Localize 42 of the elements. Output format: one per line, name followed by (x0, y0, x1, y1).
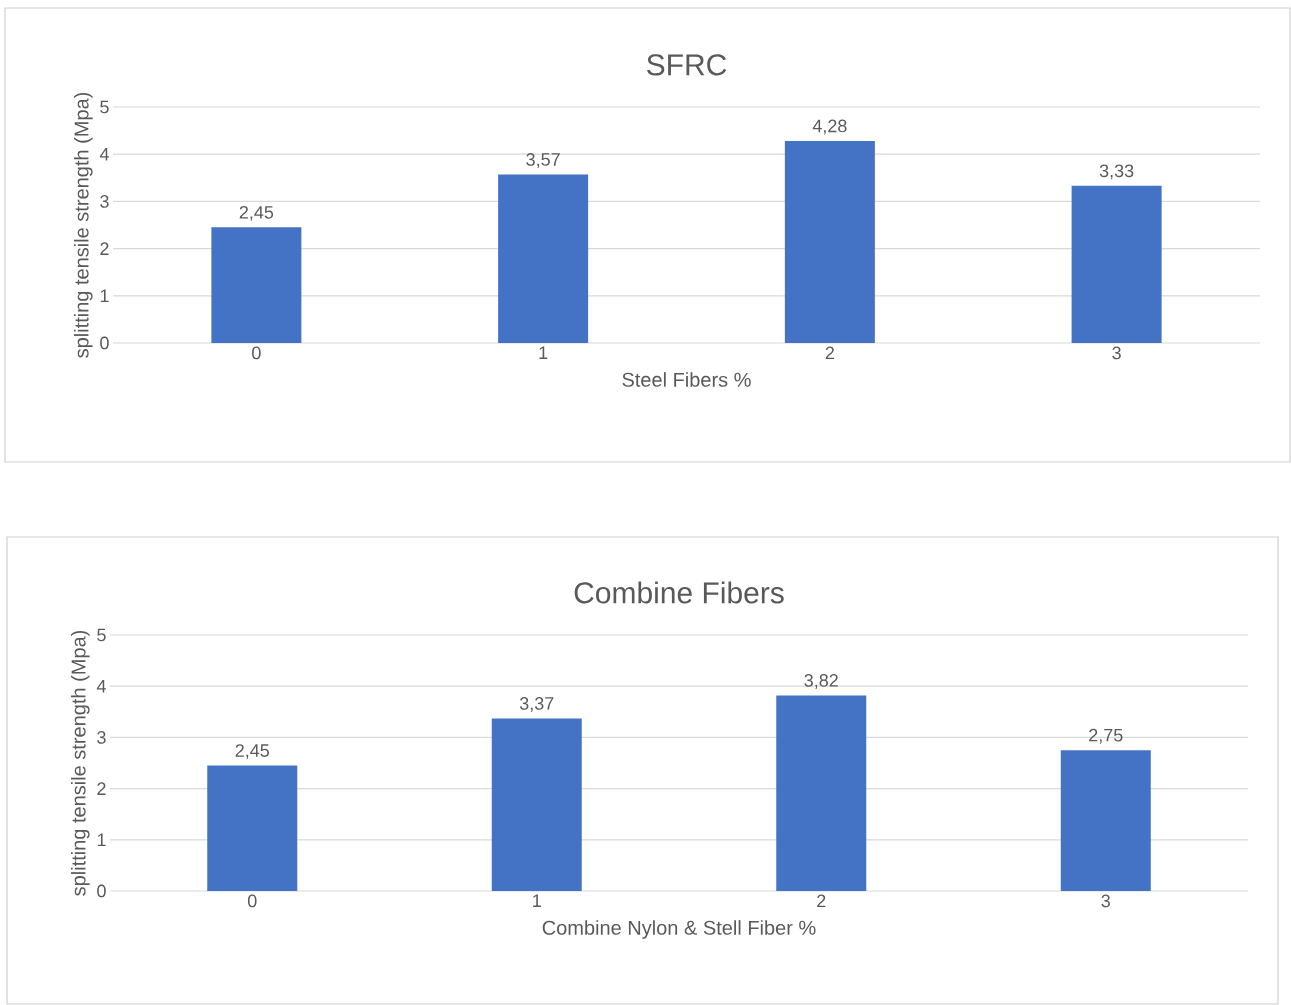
chart-title: Combine Fibers (574, 581, 784, 604)
x-axis-title: Steel Fibers % (622, 372, 751, 387)
y-tick-label: 4 (99, 148, 109, 161)
data-label: 2,45 (235, 744, 270, 760)
chart-title: SFRC (647, 54, 727, 76)
x-tick-label: 1 (533, 894, 541, 907)
bar (776, 695, 867, 891)
bar (491, 718, 582, 891)
y-axis-title: splitting tensile strength (Mpa) (70, 630, 90, 896)
y-tick-label: 0 (97, 884, 106, 898)
x-tick-label: 0 (247, 894, 257, 908)
y-tick-label: 5 (97, 628, 106, 642)
x-tick-label: 3 (1112, 346, 1121, 360)
data-label: 2,45 (239, 205, 274, 221)
data-label: 3,33 (1099, 164, 1134, 180)
y-tick-label: 1 (100, 289, 109, 302)
y-tick-label: 3 (97, 731, 106, 744)
y-tick-label: 1 (97, 833, 106, 846)
y-tick-label: 2 (97, 782, 106, 795)
bar (1071, 185, 1162, 343)
data-label: 3,37 (519, 697, 554, 712)
bar (784, 140, 875, 343)
data-label: 4,28 (812, 119, 847, 135)
bar (207, 765, 298, 891)
data-label: 3,82 (804, 674, 838, 689)
y-tick-label: 2 (100, 242, 109, 255)
bar (1060, 750, 1151, 891)
x-axis-title: Combine Nylon & Stell Fiber % (542, 920, 816, 939)
y-tick-label: 0 (100, 336, 109, 350)
y-axis-title: splitting tensile strength (Mpa) (73, 92, 93, 358)
bar (498, 174, 589, 343)
bar (211, 227, 302, 343)
y-tick-label: 5 (100, 100, 109, 114)
y-tick-label: 4 (96, 680, 106, 693)
x-tick-label: 0 (252, 346, 261, 360)
x-tick-label: 1 (539, 346, 548, 359)
data-label: 2,75 (1089, 728, 1123, 744)
data-label: 3,57 (526, 153, 560, 168)
x-tick-label: 2 (825, 346, 834, 360)
x-tick-label: 3 (1101, 894, 1110, 908)
y-tick-label: 3 (100, 195, 109, 208)
x-tick-label: 2 (817, 894, 826, 908)
